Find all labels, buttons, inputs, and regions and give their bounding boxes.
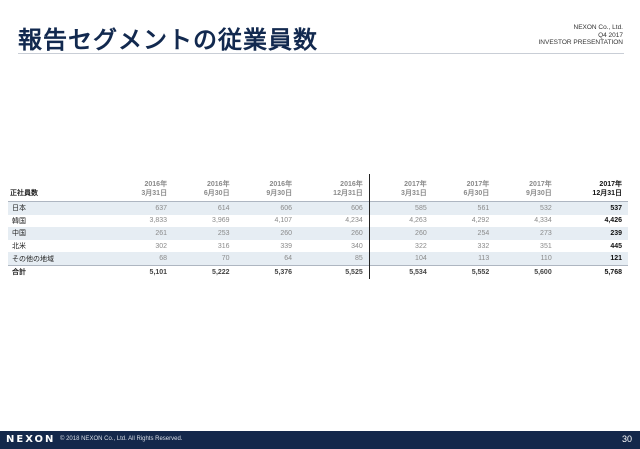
- table-row: 北米 302 316 339 340 322 332 351 445: [8, 239, 628, 253]
- table-row: 韓国 3,833 3,969 4,107 4,234 4,263 4,292 4…: [8, 214, 628, 228]
- page-number: 30: [621, 434, 632, 444]
- column-header: 2016年 9月30日: [266, 181, 293, 197]
- header-divider: [18, 53, 624, 54]
- table-row: その他の地域 68 70 64 85 104 113 110 121: [8, 252, 628, 266]
- table-header-row: 正社員数 2016年 3月31日 2016年 6月30日 2016年 9月30日 20…: [8, 174, 628, 202]
- column-header: 2016年 3月31日: [141, 181, 168, 197]
- total-row: 合計 5,101 5,222 5,376 5,525 5,534 5,552 5…: [8, 264, 628, 279]
- company-info: NEXON Co., Ltd. Q4 2017 INVESTOR PRESENT…: [538, 24, 623, 47]
- table-row: 中国 261 253 260 260 260 254 273 239: [8, 227, 628, 240]
- column-header: 2017年 6月30日: [463, 181, 490, 197]
- page-title: 報告セグメントの従業員数: [18, 26, 318, 54]
- column-header: 2016年 6月30日: [203, 181, 230, 197]
- row-header-label: 正社員数: [10, 190, 38, 197]
- column-header: 2017年 3月31日: [401, 181, 427, 197]
- column-header-latest: 2017年 12月31日: [592, 181, 622, 197]
- column-header: 2016年 12月31日: [298, 174, 370, 202]
- copyright-text: © 2018 NEXON Co., Ltd. All Rights Reserv…: [60, 436, 183, 442]
- column-header: 2017年 9月30日: [526, 181, 552, 197]
- document-type: INVESTOR PRESENTATION: [538, 39, 623, 47]
- employee-table: 正社員数 2016年 3月31日 2016年 6月30日 2016年 9月30日 20…: [8, 174, 628, 279]
- table-row: 日本 637 614 606 606 585 561 532 537: [8, 200, 628, 215]
- company-name: NEXON Co., Ltd.: [573, 24, 624, 31]
- footer-bar: NEXON © 2018 NEXON Co., Ltd. All Rights …: [0, 431, 640, 449]
- nexon-logo: NEXON: [6, 434, 56, 445]
- report-period: Q4 2017: [598, 31, 623, 39]
